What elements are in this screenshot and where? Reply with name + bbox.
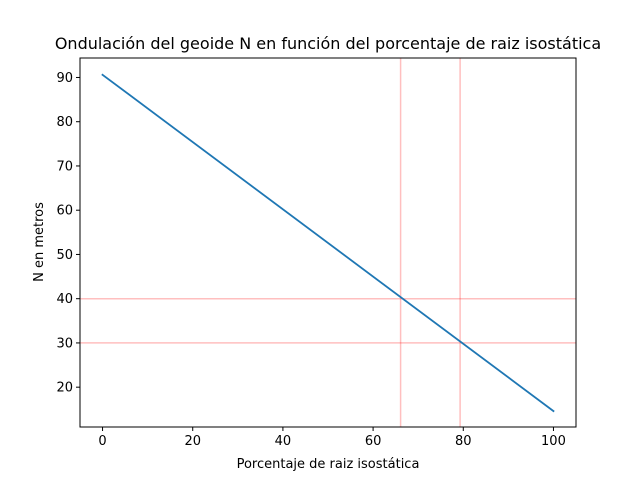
- x-axis-label: Porcentaje de raiz isostática: [237, 457, 420, 472]
- y-tick-label: 80: [56, 115, 73, 130]
- x-tick-label: 60: [365, 434, 382, 449]
- x-tick-label: 20: [184, 434, 201, 449]
- x-tick-label: 80: [455, 434, 472, 449]
- x-tick-label: 40: [275, 434, 292, 449]
- y-tick-label: 50: [56, 248, 73, 263]
- chart-title: Ondulación del geoide N en función del p…: [55, 34, 601, 53]
- y-tick-label: 20: [56, 381, 73, 396]
- y-tick-label: 70: [56, 159, 73, 174]
- y-tick-label: 30: [56, 336, 73, 351]
- y-axis-label: N en metros: [32, 202, 47, 282]
- y-axis-ticks: 20 30 40 50 60 70 80 90: [56, 71, 80, 396]
- y-tick-label: 90: [56, 71, 73, 86]
- x-axis-ticks: 0 20 40 60 80 100: [98, 427, 566, 449]
- y-tick-label: 60: [56, 204, 73, 219]
- series-line-0: [101, 73, 555, 413]
- y-tick-label: 40: [56, 292, 73, 307]
- plot-area: [79, 57, 577, 428]
- axes-frame: [79, 57, 577, 428]
- x-tick-label: 0: [98, 434, 106, 449]
- x-tick-label: 100: [541, 434, 566, 449]
